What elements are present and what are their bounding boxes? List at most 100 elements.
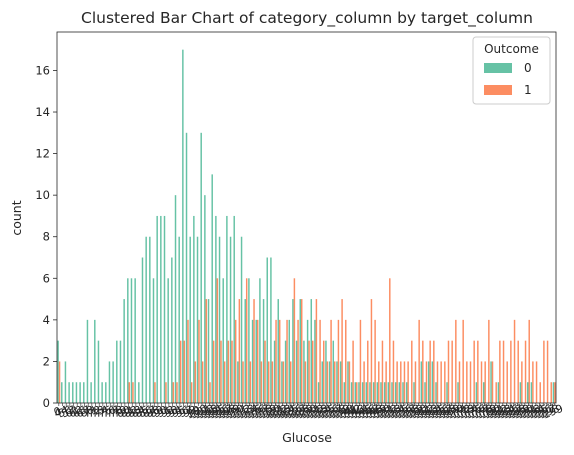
bar-outcome-0 (402, 382, 404, 403)
bar-outcome-1 (352, 340, 354, 403)
bar-outcome-0 (244, 299, 246, 403)
x-tick-label: 89 (148, 403, 166, 420)
bar-outcome-1 (308, 340, 310, 403)
bar-outcome-1 (194, 361, 197, 403)
bar-outcome-0 (519, 382, 522, 403)
bar-outcome-0 (167, 278, 169, 403)
bar-outcome-0 (530, 382, 533, 403)
bar-outcome-1 (403, 361, 406, 403)
x-tick-label: 88 (144, 403, 162, 420)
bar-outcome-1 (209, 382, 211, 403)
bar-outcome-0 (196, 236, 199, 403)
bar-outcome-1 (436, 361, 439, 403)
bar-outcome-1 (535, 361, 538, 403)
bar-outcome-1 (477, 340, 479, 403)
x-tick-label: 93 (162, 403, 180, 420)
bar-outcome-1 (334, 361, 336, 403)
legend-label-1: 1 (524, 83, 532, 97)
bar-outcome-1 (469, 361, 472, 403)
bar-outcome-0 (251, 319, 254, 403)
x-tick-label: 72 (85, 403, 103, 420)
bar-outcome-1 (440, 361, 442, 403)
bar-outcome-0 (130, 278, 133, 403)
bar-outcome-0 (72, 382, 74, 403)
y-tick-label: 10 (35, 188, 50, 202)
bar-outcome-0 (321, 361, 324, 403)
bar-outcome-0 (101, 382, 103, 403)
bar-outcome-1 (238, 299, 241, 403)
x-tick-label: 92 (159, 403, 177, 420)
bar-outcome-0 (376, 382, 379, 403)
bar-outcome-1 (495, 382, 497, 403)
bar-outcome-1 (286, 319, 288, 403)
bar-outcome-1 (414, 361, 417, 403)
bar-outcome-0 (149, 236, 151, 403)
bar-outcome-1 (190, 382, 193, 403)
bar-outcome-0 (262, 299, 265, 403)
bar-outcome-0 (79, 382, 81, 403)
bar-outcome-1 (176, 382, 178, 403)
bar-outcome-0 (369, 382, 371, 403)
bar-outcome-0 (127, 278, 129, 403)
bar-outcome-0 (116, 340, 118, 403)
bar-outcome-0 (380, 382, 382, 403)
bar-outcome-0 (328, 361, 331, 403)
bar-outcome-1 (418, 319, 420, 403)
bar-outcome-1 (154, 382, 156, 403)
x-tick-label: 79 (111, 403, 129, 420)
bar-outcome-1 (521, 361, 523, 403)
bar-outcome-0 (281, 361, 283, 403)
x-tick-label: 57 (60, 403, 78, 420)
bar-outcome-1 (411, 340, 413, 403)
bar-outcome-1 (455, 319, 457, 403)
bar-outcome-1 (172, 382, 175, 403)
bar-outcome-1 (337, 319, 340, 403)
bar-outcome-0 (413, 382, 415, 403)
bar-outcome-1 (506, 361, 508, 403)
y-tick-label: 0 (43, 396, 50, 410)
bar-outcome-1 (539, 382, 541, 403)
bar-outcome-1 (282, 361, 285, 403)
bar-outcome-0 (405, 382, 408, 403)
bar-outcome-0 (306, 319, 309, 403)
bar-outcome-1 (330, 319, 332, 403)
bar-outcome-0 (339, 361, 342, 403)
x-tick-label: 61 (63, 403, 81, 420)
bar-outcome-0 (171, 257, 173, 403)
bar-outcome-1 (543, 340, 545, 403)
x-tick-label: 86 (137, 403, 155, 420)
bar-outcome-0 (354, 382, 357, 403)
x-tick-label: 90 (151, 403, 169, 420)
bar-outcome-0 (446, 382, 448, 403)
bar-outcome-0 (134, 278, 136, 403)
bar-outcome-1 (550, 382, 552, 403)
bar-outcome-1 (444, 361, 446, 403)
bar-outcome-1 (458, 361, 461, 403)
bar-outcome-0 (64, 361, 67, 403)
bar-outcome-1 (422, 340, 424, 403)
bar-outcome-1 (234, 319, 237, 403)
bar-outcome-1 (319, 319, 321, 403)
bar-outcome-1 (513, 319, 516, 403)
bar-outcome-0 (215, 215, 217, 403)
bar-outcome-0 (497, 382, 500, 403)
bar-outcome-0 (185, 132, 188, 404)
bar-outcome-0 (105, 382, 107, 403)
x-axis-label: Glucose (282, 430, 332, 445)
bar-outcome-0 (189, 236, 191, 403)
bar-outcome-1 (289, 361, 292, 403)
bar-outcome-0 (431, 361, 434, 403)
x-tick-label: 56 (56, 403, 74, 420)
bar-outcome-0 (383, 382, 386, 403)
bar-outcome-1 (216, 278, 219, 403)
bar-outcome-0 (211, 174, 213, 403)
bar-outcome-1 (345, 319, 347, 403)
x-tick-label: 85 (133, 403, 151, 420)
bar-outcome-0 (317, 382, 320, 403)
bar-outcome-0 (255, 319, 257, 403)
bar-outcome-1 (374, 319, 376, 403)
bar-outcome-1 (466, 361, 468, 403)
bar-outcome-0 (435, 382, 437, 403)
bar-outcome-0 (240, 236, 243, 403)
bar-outcome-0 (332, 340, 335, 403)
